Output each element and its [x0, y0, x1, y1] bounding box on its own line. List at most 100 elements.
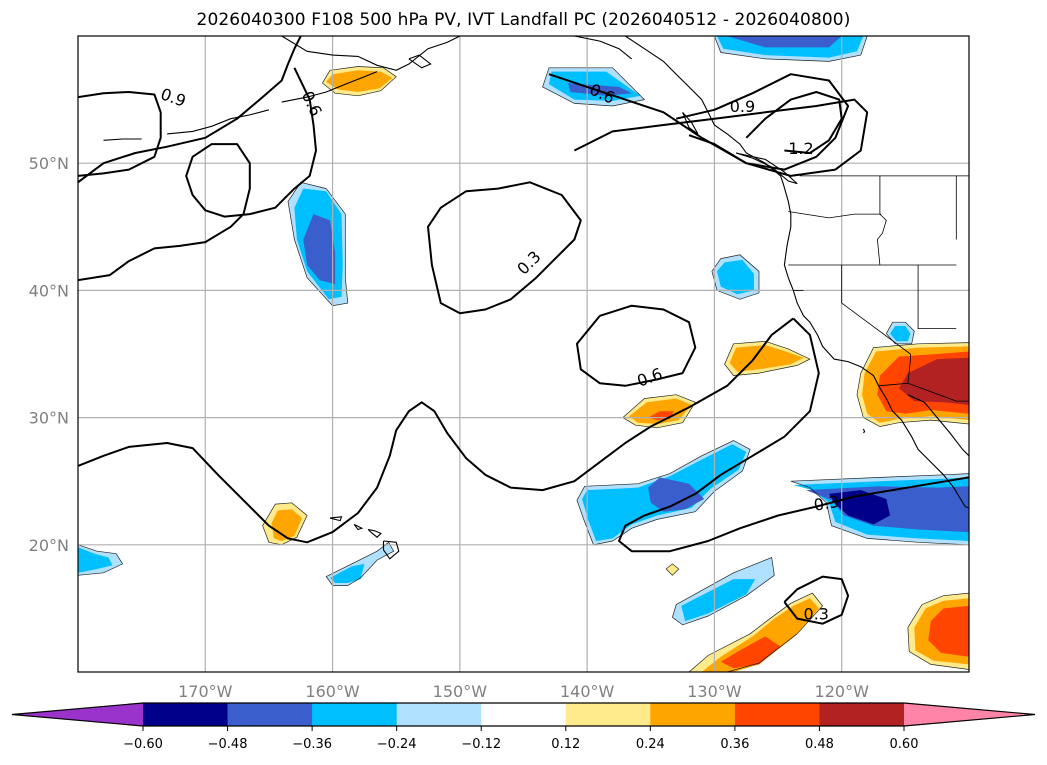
pv-contour-layer: 0.9 0.6 0.6 0.91.20.30.60.30.3	[78, 36, 969, 625]
pc-fill-region	[78, 547, 113, 573]
y-tick-label: 40°N	[29, 281, 69, 300]
pc-fill-region	[330, 563, 365, 583]
pv-contour-line	[548, 73, 869, 177]
pc-fill-outline	[576, 440, 751, 546]
pc-fill-outline	[724, 340, 811, 376]
coastline	[408, 54, 432, 69]
contour-label: 0.3	[812, 492, 840, 515]
gridlines	[78, 36, 969, 672]
colorbar-tick-label: 0.12	[551, 737, 580, 752]
coastline	[281, 71, 378, 103]
y-tick-label: 20°N	[29, 536, 69, 555]
colorbar: −0.60 −0.48 −0.36 −0.24 −0.12 0.12 0.24 0.36 0.4…	[11, 702, 1036, 752]
political-border	[788, 211, 882, 219]
pc-fill-region	[717, 259, 754, 295]
colorbar-bin	[143, 703, 229, 726]
pv-contour-1-2	[745, 91, 843, 154]
pv-contour-0-9	[675, 73, 850, 171]
political-border	[907, 382, 969, 402]
coastline	[353, 523, 364, 531]
pv-contour-0-3	[78, 317, 794, 544]
pv-contour-line	[78, 67, 317, 282]
x-tick-label: 170°W	[178, 682, 233, 701]
pv-contour-line	[78, 91, 162, 177]
pc-fill-region	[326, 70, 393, 92]
political-border	[876, 175, 887, 266]
pc-fill-region	[303, 214, 336, 284]
colorbar-tick-label: −0.12	[461, 737, 501, 752]
pc-fill-outline	[711, 254, 760, 300]
pc-fill-region	[701, 598, 819, 672]
pc-fill-outline	[78, 544, 124, 576]
coastline	[281, 36, 461, 71]
pc-fill-outline	[262, 502, 308, 546]
coastline	[624, 36, 969, 509]
contour-label: 1.2	[788, 139, 813, 158]
y-tick-label: 50°N	[29, 154, 69, 173]
colorbar-bin	[312, 703, 398, 726]
x-tick-label: 160°W	[305, 682, 360, 701]
pc-fill-outline	[321, 66, 397, 97]
pc-fill-outline	[907, 592, 969, 670]
colorbar-tick-label: 0.60	[890, 737, 919, 752]
contour-label: 0.9	[730, 97, 755, 116]
colorbar-bin	[481, 703, 567, 726]
pv-contour-line	[78, 36, 302, 184]
contour-label: 0.3	[804, 604, 829, 623]
political-border	[917, 265, 957, 330]
pv-contour-0-6	[576, 304, 697, 387]
pc-fill-region	[727, 36, 842, 48]
colorbar-bin	[734, 703, 820, 726]
pc-fill-region	[648, 477, 705, 512]
pv-contour-0-3	[427, 181, 582, 315]
pc-fill-outline	[325, 541, 395, 586]
colorbar-tick-label: −0.48	[208, 737, 248, 752]
political-border	[841, 265, 911, 387]
pc-fill-outline	[856, 342, 969, 427]
pv-contour-line	[618, 317, 969, 553]
x-tick-label: 140°W	[560, 682, 615, 701]
colorbar-tick-label: 0.24	[636, 737, 665, 752]
chart-title: 2026040300 F108 500 hPa PV, IVT Landfall…	[196, 10, 851, 30]
pv-contour-line	[576, 304, 697, 387]
coastline	[862, 428, 866, 434]
x-tick-label: 120°W	[815, 682, 870, 701]
pv-contour-0-6	[548, 73, 869, 177]
colorbar-bin	[227, 703, 313, 726]
pc-fill-outline	[665, 563, 680, 576]
colorbar-bin	[650, 703, 736, 726]
colorbar-extend-max	[904, 703, 1035, 726]
pc-fill-outline	[714, 36, 868, 62]
colorbar-tick-label: −0.60	[123, 737, 163, 752]
colorbar-bin	[396, 703, 482, 726]
pc-fill-outline	[622, 394, 696, 429]
coastline	[167, 109, 270, 135]
pc-fill-outline	[790, 473, 969, 546]
coastline	[103, 138, 142, 141]
coastline	[367, 528, 382, 538]
pv-contour-0-3	[783, 575, 850, 625]
pv-contour-0-3	[618, 317, 969, 553]
pc-fill-outline	[542, 67, 646, 107]
colorbar-bin	[819, 703, 905, 726]
pv-contour-0-6	[78, 67, 317, 282]
pc-fill-outline	[688, 592, 824, 672]
coastline	[329, 516, 343, 522]
coastline	[574, 36, 633, 60]
coastline	[382, 540, 400, 560]
map-area: 0.9 0.6 0.6 0.91.20.30.60.30.3	[78, 36, 969, 672]
colorbar-tick-label: −0.24	[377, 737, 417, 752]
pc-fill-outline	[885, 321, 915, 345]
pv-contour-0-6	[78, 36, 302, 184]
pc-fill-outline	[671, 557, 775, 626]
x-tick-label: 150°W	[433, 682, 488, 701]
y-tick-label: 30°N	[29, 409, 69, 428]
pv-contour-0-9	[78, 91, 162, 177]
colorbar-tick-label: 0.36	[720, 737, 749, 752]
colorbar-tick-label: −0.36	[292, 737, 332, 752]
coastlines	[103, 36, 969, 560]
pc-fill-region	[899, 357, 969, 405]
pc-fill-region	[720, 636, 781, 669]
pc-fill-region	[928, 605, 969, 657]
